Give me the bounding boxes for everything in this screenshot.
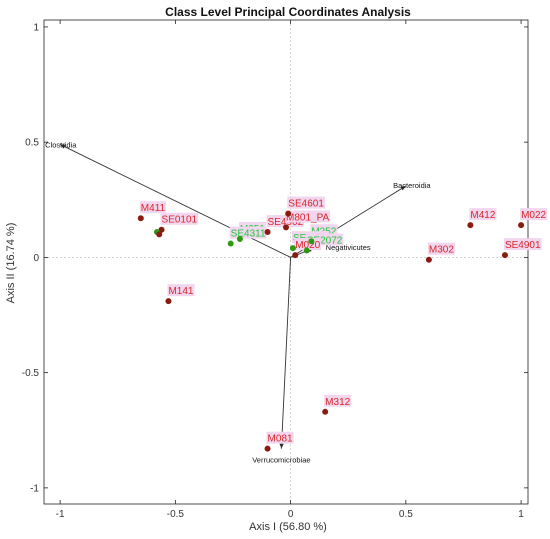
x-tick-label: 0.5: [399, 509, 413, 520]
sample-label-text: SE4901: [505, 240, 541, 251]
sample-label: M081: [266, 431, 294, 445]
sample-point: [289, 245, 296, 252]
sample-label: M022: [520, 208, 548, 221]
sample-label: M302: [427, 242, 455, 256]
sample-label-highlight: [139, 201, 167, 214]
sample-label: SE4601: [287, 196, 325, 210]
sample-point: [467, 222, 474, 229]
sample-point: [264, 229, 271, 236]
sample-label-text: SE2072: [307, 235, 343, 246]
sample-label-text: M022: [521, 210, 546, 221]
sample-label-text: SE0101: [162, 215, 198, 226]
sample-label-highlight: [285, 210, 331, 223]
sample-point: [137, 215, 144, 222]
x-tick-label: 1: [518, 509, 524, 520]
x-tick-label: -0.5: [167, 509, 185, 520]
sample-point: [425, 256, 432, 263]
vector-label: Negativicutes: [326, 243, 371, 252]
sample-label-text: M412: [470, 210, 495, 221]
sample-label: SE4311: [229, 226, 267, 240]
y-tick-label: -1: [30, 483, 39, 494]
vector-arrowhead: [400, 185, 406, 191]
sample-label-highlight: [266, 431, 294, 444]
vector-line: [280, 257, 292, 449]
y-tick-label: 0: [33, 253, 39, 264]
sample-label-highlight: [160, 212, 199, 225]
sample-label: M312: [324, 394, 352, 408]
y-tick-label: 0.5: [25, 138, 39, 149]
plot-area-frame: [43, 19, 529, 505]
sample-label-text: M411: [141, 203, 166, 214]
vector-arrowhead: [60, 144, 66, 149]
x-axis-label: Axis I (56.80 %): [249, 521, 327, 533]
y-tick-label: 1: [33, 22, 39, 33]
y-axis-label: Axis II (16.74 %): [5, 223, 17, 304]
sample-label: SE4901: [503, 238, 542, 251]
sample-label-text: M020: [295, 240, 320, 251]
sample-label-highlight: [229, 226, 267, 239]
sample-point: [236, 235, 243, 242]
chart-title: Class Level Principal Coordinates Analys…: [165, 5, 411, 19]
sample-point: [264, 445, 271, 452]
sample-label-text: SE4311: [231, 229, 266, 240]
sample-point: [322, 408, 329, 415]
sample-label-highlight: [503, 238, 542, 251]
sample-point: [292, 252, 299, 259]
sample-label: M412: [469, 208, 497, 221]
sample-label-highlight: [520, 208, 548, 221]
vector-label: Clostridia: [45, 140, 77, 149]
sample-label-highlight: [324, 394, 352, 407]
sample-label-text: M302: [429, 245, 454, 256]
sample-points: [137, 210, 525, 452]
sample-label-highlight: [294, 238, 322, 251]
vector-label: Bacteroidia: [393, 181, 431, 190]
sample-point: [285, 210, 292, 217]
sample-point: [165, 298, 172, 305]
sample-label-text: M801_PA: [286, 212, 330, 223]
loading-vectors: Clostridia Bacteroidia Negativicutes Verruc…: [45, 140, 431, 464]
sample-point: [158, 226, 165, 233]
sample-label: M020: [294, 238, 322, 251]
sample-label-highlight: [427, 242, 455, 255]
sample-point: [308, 238, 315, 245]
sample-label-highlight: [167, 284, 195, 297]
sample-point: [303, 247, 310, 254]
sample-label: SE0101: [160, 212, 199, 226]
sample-label-text: M312: [325, 397, 350, 408]
sample-point: [227, 240, 234, 247]
sample-label: M411: [139, 201, 167, 214]
y-axis-ticks: -1 -0.5 0 0.5 1: [22, 22, 528, 494]
sample-label-text: M081: [268, 434, 293, 445]
sample-label-text: SE4902: [268, 217, 304, 228]
x-axis-ticks: -1 -0.5 0 0.5 1: [56, 20, 524, 520]
vector-line: [59, 144, 291, 258]
sample-labels: M411SE0101M141M251SE4311SE4902SE4601M801…: [139, 196, 548, 445]
sample-label-text: SE4601: [288, 199, 324, 210]
sample-label-highlight: [469, 208, 497, 221]
sample-point: [501, 252, 508, 259]
sample-point: [283, 224, 289, 231]
x-tick-label: 0: [288, 509, 294, 520]
sample-point: [518, 222, 525, 229]
sample-label: M141: [167, 284, 195, 297]
vector-arrowhead: [279, 443, 284, 449]
x-tick-label: -1: [56, 509, 65, 520]
y-tick-label: -0.5: [22, 368, 40, 379]
vector-label: Verrucomicrobiae: [252, 456, 310, 465]
sample-label: M801_PA: [285, 210, 331, 223]
sample-label-highlight: [287, 196, 325, 209]
sample-point: [156, 231, 163, 238]
sample-label-text: M141: [168, 286, 193, 297]
